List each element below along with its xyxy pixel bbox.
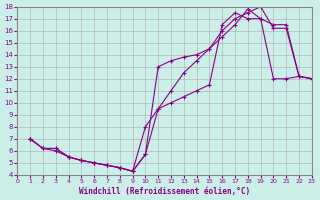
X-axis label: Windchill (Refroidissement éolien,°C): Windchill (Refroidissement éolien,°C) xyxy=(79,187,250,196)
